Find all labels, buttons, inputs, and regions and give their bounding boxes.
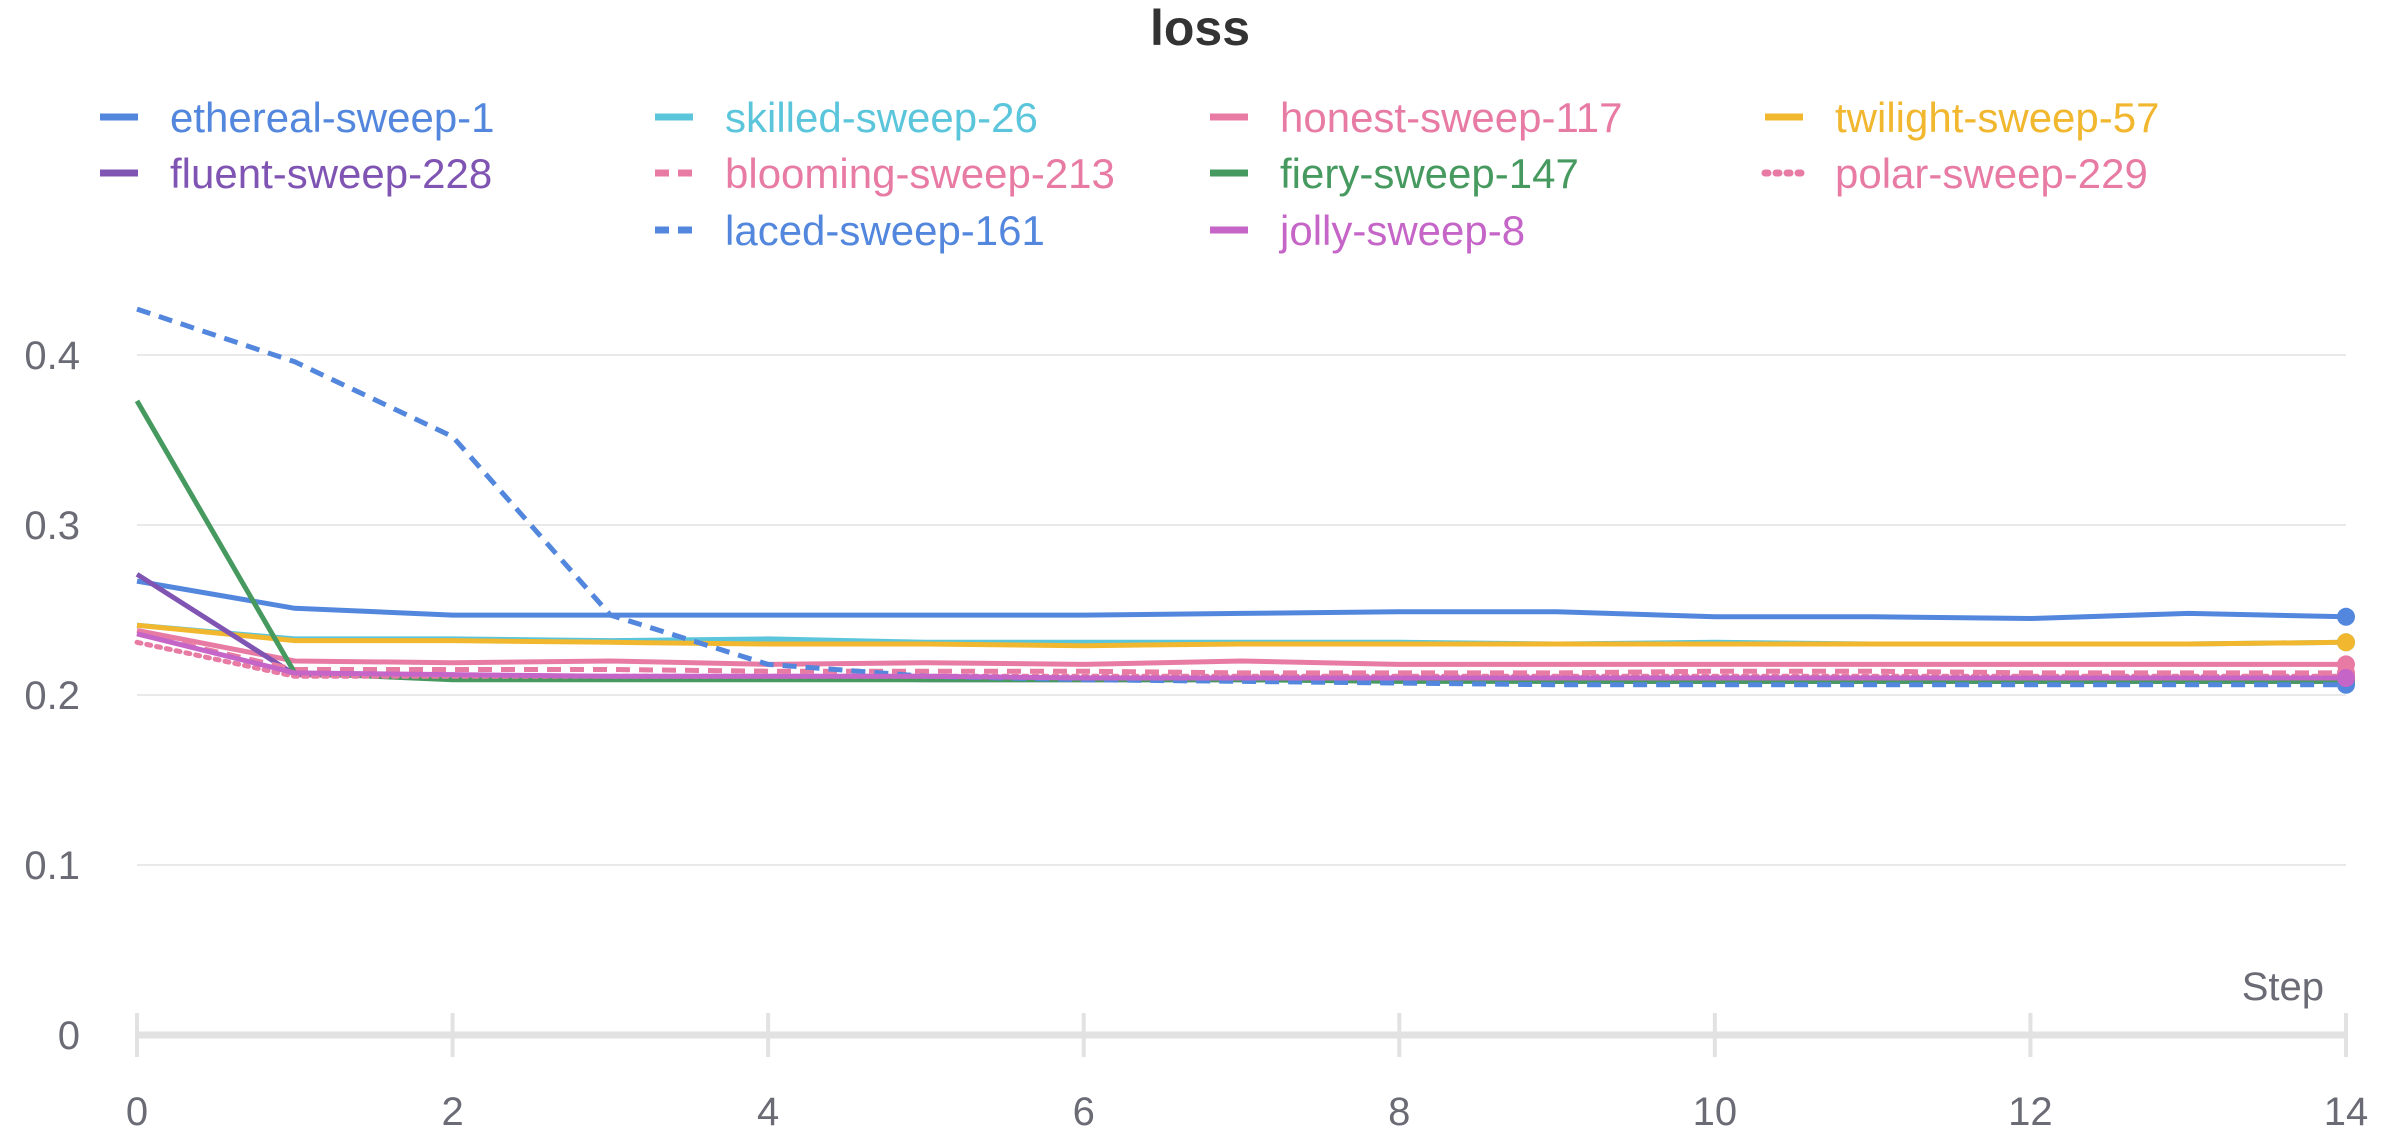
chart-title: loss [1150,0,1250,56]
y-tick-label: 0.4 [24,334,80,378]
series-endpoint-twilight-sweep-57 [2337,633,2355,652]
series-endpoints [2337,607,2355,694]
x-tick-label: 12 [2008,1090,2053,1134]
x-tick-label: 4 [757,1090,779,1134]
series-line-honest-sweep-117 [136,627,2346,667]
x-tick-label: 8 [1388,1090,1410,1134]
legend-label-honest-sweep-117[interactable]: honest-sweep-117 [1280,94,1622,141]
legend-label-ethereal-sweep-1[interactable]: ethereal-sweep-1 [170,94,495,141]
x-axis-label: Step [2242,965,2324,1009]
legend-label-blooming-sweep-213[interactable]: blooming-sweep-213 [725,150,1115,197]
series-line-jolly-sweep-8 [136,631,2346,681]
y-tick-label: 0.2 [24,674,80,718]
y-tick-label: 0.3 [24,504,80,548]
x-tick-label: 2 [441,1090,463,1134]
x-axis: 0 2 4 6 8 10 12 14 [126,1013,2368,1134]
y-tick-label: 0.1 [24,844,80,888]
y-tick-label: 0 [58,1014,80,1058]
series-line-blooming-sweep-213 [136,631,2346,676]
x-tick-label: 14 [2324,1090,2369,1134]
y-axis: 0 0.1 0.2 0.3 0.4 [24,334,80,1058]
series-line-laced-sweep-161 [136,306,2346,688]
legend-label-skilled-sweep-26[interactable]: skilled-sweep-26 [725,94,1038,141]
legend-label-twilight-sweep-57[interactable]: twilight-sweep-57 [1835,94,2159,141]
series-endpoint-jolly-sweep-8 [2337,669,2355,687]
legend-label-fiery-sweep-147[interactable]: fiery-sweep-147 [1280,150,1579,197]
series-line-ethereal-sweep-1 [136,578,2347,621]
legend-label-laced-sweep-161[interactable]: laced-sweep-161 [725,207,1045,254]
legend: ethereal-sweep-1 skilled-sweep-26 honest-s… [100,94,2159,254]
legend-label-polar-sweep-229[interactable]: polar-sweep-229 [1835,150,2148,197]
x-tick-label: 10 [1693,1090,1738,1134]
series-endpoint-ethereal-sweep-1 [2337,607,2355,626]
series-lines [134,306,2349,688]
x-tick-label: 6 [1073,1090,1095,1134]
series-line-twilight-sweep-57 [136,622,2347,649]
grid [137,354,2346,866]
legend-label-fluent-sweep-228[interactable]: fluent-sweep-228 [170,150,492,197]
x-tick-label: 0 [126,1090,148,1134]
legend-label-jolly-sweep-8[interactable]: jolly-sweep-8 [1278,207,1525,254]
